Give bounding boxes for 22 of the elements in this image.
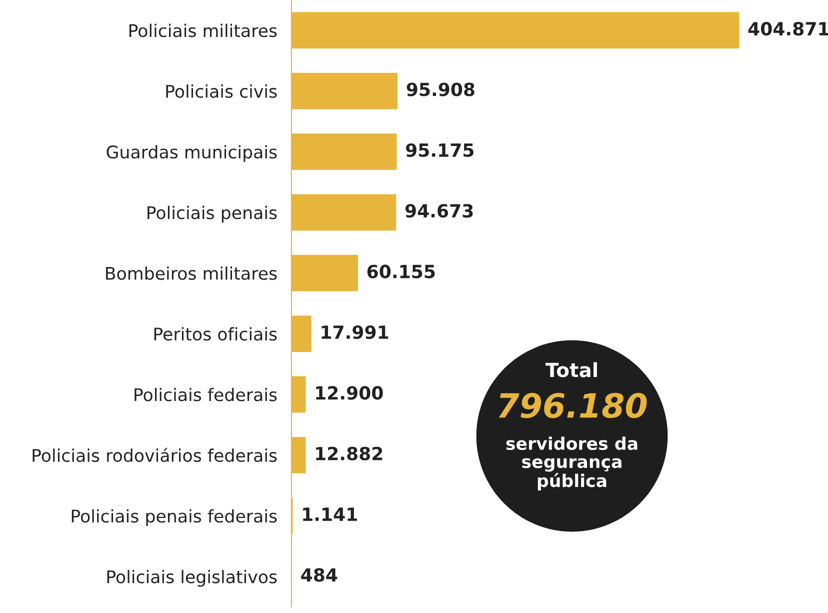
annotation: Total (546, 362, 597, 378)
annotation: servidores da segurança pública (506, 436, 638, 491)
data-label: 484 (301, 568, 338, 582)
y-tick-label: Policiais federais (134, 388, 277, 402)
data-label: 94.673 (405, 204, 473, 218)
y-tick-label: Policiais civis (166, 84, 277, 98)
data-label: 12.900 (316, 386, 383, 400)
data-label: 1.141 (303, 508, 357, 521)
y-tick-label: Policiais legislativos (107, 570, 277, 587)
data-label: 95.908 (406, 82, 474, 96)
data-label: 60.155 (367, 264, 435, 278)
y-tick-label: Bombeiros militares (106, 266, 277, 280)
y-tick-label: Policiais penais (148, 206, 277, 223)
data-label: 95.175 (406, 143, 474, 157)
data-label: 17.991 (322, 325, 388, 340)
annotation: 796.180 (498, 392, 647, 418)
y-tick-label: Policiais rodoviários federais (32, 448, 277, 462)
y-tick-label: Peritos oficiais (154, 327, 277, 341)
y-tick-label: Policiais militares (129, 24, 277, 38)
y-tick-label: Guardas municipais (106, 145, 277, 162)
data-label: 12.882 (316, 446, 382, 460)
y-tick-label: Policiais penais federais (72, 509, 277, 526)
